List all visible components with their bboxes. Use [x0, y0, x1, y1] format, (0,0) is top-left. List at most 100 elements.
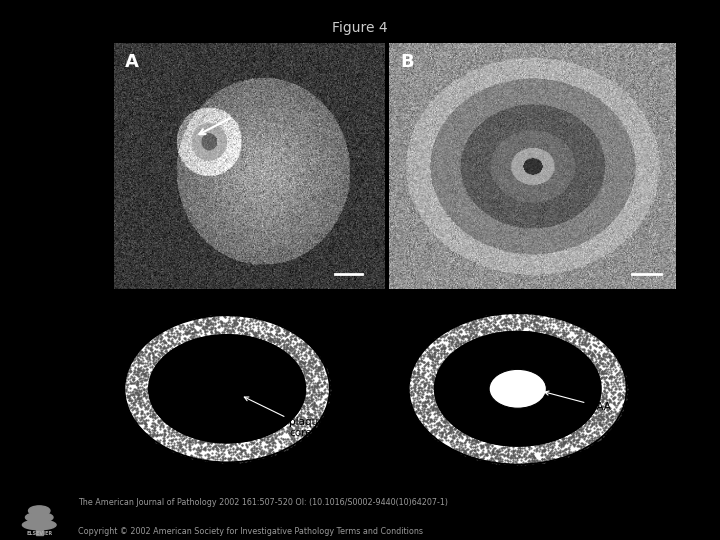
Point [458, 429, 469, 438]
Point [611, 378, 622, 387]
Point [612, 360, 624, 369]
Point [499, 328, 510, 336]
Point [278, 345, 289, 353]
Point [427, 359, 438, 367]
Point [288, 434, 300, 442]
Point [516, 315, 528, 324]
Point [305, 401, 316, 410]
Point [406, 401, 418, 410]
Point [462, 323, 473, 332]
Point [492, 329, 504, 338]
Point [487, 445, 499, 454]
Point [529, 320, 541, 329]
Point [299, 415, 310, 423]
Point [587, 348, 598, 357]
Point [464, 447, 476, 456]
Point [476, 327, 487, 335]
Point [312, 406, 323, 414]
Point [606, 416, 618, 424]
Point [575, 327, 586, 335]
Point [315, 373, 327, 381]
Point [140, 403, 152, 411]
Point [218, 312, 230, 320]
Point [560, 326, 572, 334]
Point [447, 328, 459, 336]
Point [526, 316, 537, 325]
Point [253, 437, 265, 446]
Point [148, 339, 159, 347]
Point [136, 368, 148, 377]
Point [282, 336, 294, 345]
Point [437, 331, 449, 340]
Point [292, 332, 304, 341]
Point [422, 350, 433, 359]
Point [202, 439, 214, 448]
Point [577, 334, 588, 343]
Point [488, 313, 500, 321]
Point [414, 396, 426, 405]
Point [181, 327, 192, 336]
Point [263, 440, 274, 449]
Point [231, 313, 243, 322]
Point [314, 383, 325, 391]
Point [295, 430, 307, 439]
Point [416, 383, 428, 392]
Point [469, 332, 481, 340]
Point [575, 443, 587, 451]
Point [186, 333, 198, 342]
Point [578, 335, 590, 343]
Point [458, 448, 469, 456]
Point [425, 393, 436, 402]
Point [293, 359, 305, 367]
Point [480, 328, 491, 336]
Point [307, 376, 318, 384]
Point [176, 436, 188, 444]
Point [125, 367, 136, 376]
Point [465, 322, 477, 331]
Point [509, 454, 521, 463]
Point [595, 433, 606, 442]
Point [232, 326, 243, 334]
Point [425, 346, 436, 354]
Point [294, 360, 306, 369]
Point [492, 321, 504, 330]
Point [274, 426, 285, 435]
Point [447, 428, 459, 436]
Point [410, 382, 421, 391]
Point [309, 407, 320, 416]
Point [552, 329, 563, 338]
Point [313, 353, 325, 362]
Point [606, 412, 618, 421]
Point [187, 445, 199, 454]
Point [584, 347, 595, 355]
Point [125, 403, 136, 412]
Point [526, 323, 538, 332]
Point [235, 445, 246, 454]
Point [132, 361, 144, 370]
Point [603, 409, 614, 417]
Point [271, 335, 283, 344]
Point [450, 423, 462, 432]
Point [456, 336, 467, 345]
Point [304, 368, 315, 377]
Point [297, 413, 309, 422]
Point [590, 356, 602, 365]
Point [138, 350, 150, 359]
Text: ELSEVIER: ELSEVIER [26, 531, 53, 536]
Point [166, 429, 177, 438]
Point [475, 455, 487, 463]
Point [128, 397, 140, 406]
Point [423, 400, 435, 409]
Point [306, 371, 318, 380]
Point [505, 314, 517, 323]
Point [191, 331, 202, 340]
Point [291, 342, 302, 351]
Point [432, 364, 444, 373]
Point [586, 355, 598, 364]
Point [438, 417, 450, 426]
Point [131, 371, 143, 380]
Point [194, 326, 205, 335]
Point [569, 341, 580, 350]
Point [212, 443, 223, 452]
Point [181, 329, 192, 338]
